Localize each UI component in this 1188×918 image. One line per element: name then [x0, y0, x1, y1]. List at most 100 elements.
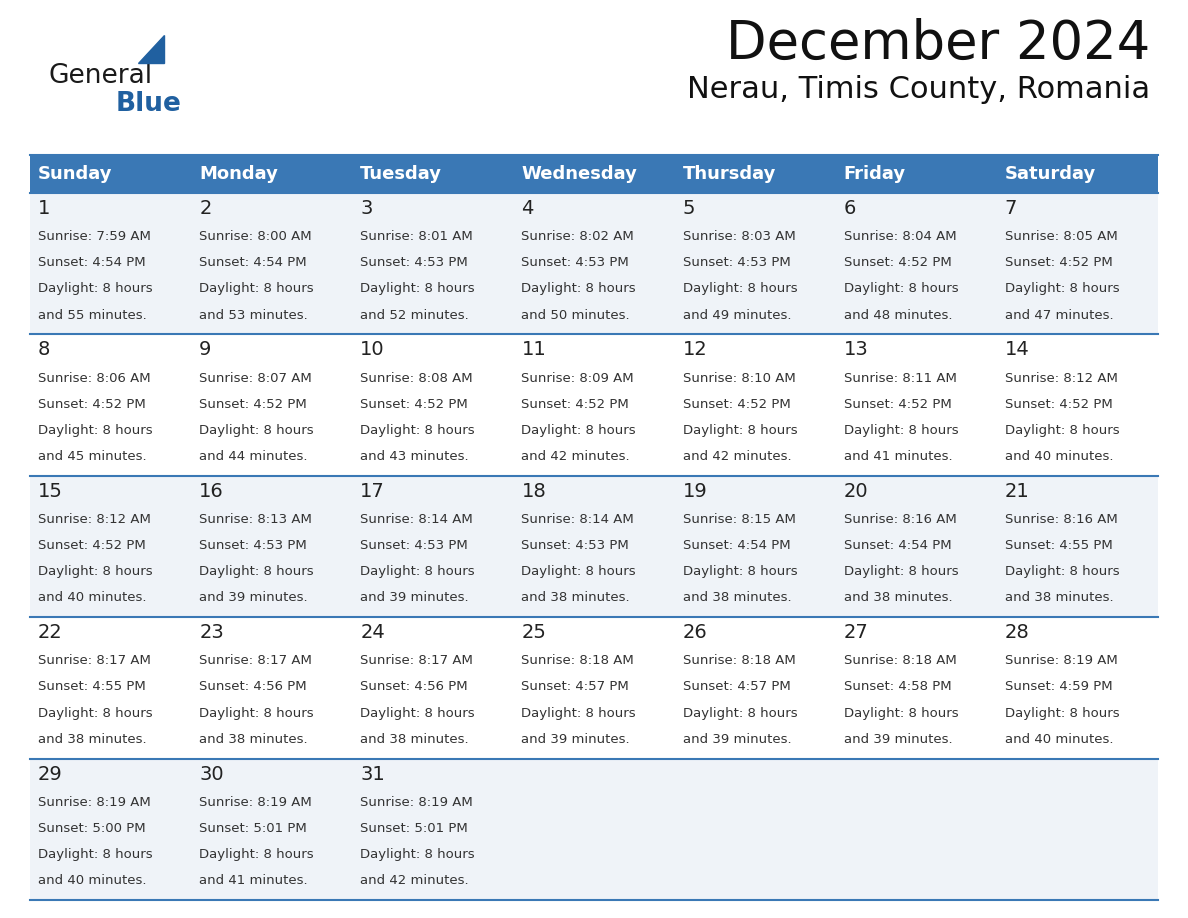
Text: and 53 minutes.: and 53 minutes. [200, 308, 308, 321]
Text: Sunset: 4:53 PM: Sunset: 4:53 PM [360, 256, 468, 269]
Text: Sunrise: 8:19 AM: Sunrise: 8:19 AM [200, 796, 312, 809]
Text: Sunset: 4:53 PM: Sunset: 4:53 PM [683, 256, 790, 269]
Text: Daylight: 8 hours: Daylight: 8 hours [522, 707, 636, 720]
Text: Sunrise: 8:07 AM: Sunrise: 8:07 AM [200, 372, 312, 385]
Text: Sunrise: 7:59 AM: Sunrise: 7:59 AM [38, 230, 151, 243]
Text: Sunrise: 8:18 AM: Sunrise: 8:18 AM [522, 655, 634, 667]
Polygon shape [138, 35, 164, 63]
Text: Sunset: 4:55 PM: Sunset: 4:55 PM [1005, 539, 1113, 552]
Text: Sunset: 4:55 PM: Sunset: 4:55 PM [38, 680, 146, 693]
Text: Daylight: 8 hours: Daylight: 8 hours [843, 565, 959, 578]
Text: Sunrise: 8:09 AM: Sunrise: 8:09 AM [522, 372, 634, 385]
Text: Daylight: 8 hours: Daylight: 8 hours [200, 565, 314, 578]
FancyBboxPatch shape [30, 617, 1158, 758]
Text: Daylight: 8 hours: Daylight: 8 hours [683, 707, 797, 720]
Text: and 40 minutes.: and 40 minutes. [1005, 450, 1113, 463]
Text: 20: 20 [843, 482, 868, 501]
Text: Daylight: 8 hours: Daylight: 8 hours [843, 424, 959, 437]
Text: Sunrise: 8:04 AM: Sunrise: 8:04 AM [843, 230, 956, 243]
Text: 5: 5 [683, 199, 695, 218]
Text: and 40 minutes.: and 40 minutes. [1005, 733, 1113, 745]
Text: Sunset: 4:59 PM: Sunset: 4:59 PM [1005, 680, 1112, 693]
Text: Sunset: 4:54 PM: Sunset: 4:54 PM [683, 539, 790, 552]
Text: Sunrise: 8:18 AM: Sunrise: 8:18 AM [843, 655, 956, 667]
Text: 2: 2 [200, 199, 211, 218]
Text: General: General [48, 63, 152, 89]
FancyBboxPatch shape [30, 155, 1158, 193]
Text: Sunrise: 8:00 AM: Sunrise: 8:00 AM [200, 230, 311, 243]
Text: Sunset: 4:54 PM: Sunset: 4:54 PM [200, 256, 307, 269]
Text: Sunrise: 8:15 AM: Sunrise: 8:15 AM [683, 513, 796, 526]
Text: and 41 minutes.: and 41 minutes. [843, 450, 953, 463]
Text: and 39 minutes.: and 39 minutes. [843, 733, 953, 745]
Text: and 39 minutes.: and 39 minutes. [522, 733, 630, 745]
Text: and 48 minutes.: and 48 minutes. [843, 308, 953, 321]
Text: Sunset: 4:52 PM: Sunset: 4:52 PM [360, 397, 468, 410]
Text: Wednesday: Wednesday [522, 165, 637, 183]
Text: Sunset: 4:56 PM: Sunset: 4:56 PM [360, 680, 468, 693]
Text: 19: 19 [683, 482, 707, 501]
Text: Sunset: 5:00 PM: Sunset: 5:00 PM [38, 822, 146, 834]
Text: Sunrise: 8:05 AM: Sunrise: 8:05 AM [1005, 230, 1118, 243]
Text: 30: 30 [200, 765, 223, 784]
Text: Sunrise: 8:16 AM: Sunrise: 8:16 AM [1005, 513, 1118, 526]
Text: 23: 23 [200, 623, 223, 643]
Text: and 55 minutes.: and 55 minutes. [38, 308, 147, 321]
Text: and 38 minutes.: and 38 minutes. [1005, 591, 1113, 604]
Text: 31: 31 [360, 765, 385, 784]
Text: Daylight: 8 hours: Daylight: 8 hours [843, 707, 959, 720]
Text: and 39 minutes.: and 39 minutes. [683, 733, 791, 745]
Text: 1: 1 [38, 199, 50, 218]
Text: 21: 21 [1005, 482, 1030, 501]
Text: Daylight: 8 hours: Daylight: 8 hours [200, 424, 314, 437]
Text: Sunset: 4:53 PM: Sunset: 4:53 PM [200, 539, 307, 552]
Text: Sunset: 4:52 PM: Sunset: 4:52 PM [522, 397, 630, 410]
Text: Monday: Monday [200, 165, 278, 183]
Text: Daylight: 8 hours: Daylight: 8 hours [38, 424, 152, 437]
Text: 18: 18 [522, 482, 546, 501]
Text: Daylight: 8 hours: Daylight: 8 hours [360, 283, 475, 296]
Text: and 39 minutes.: and 39 minutes. [360, 591, 469, 604]
Text: and 41 minutes.: and 41 minutes. [200, 874, 308, 887]
Text: Daylight: 8 hours: Daylight: 8 hours [522, 565, 636, 578]
Text: and 43 minutes.: and 43 minutes. [360, 450, 469, 463]
Text: Daylight: 8 hours: Daylight: 8 hours [38, 283, 152, 296]
Text: Sunrise: 8:14 AM: Sunrise: 8:14 AM [360, 513, 473, 526]
Text: and 38 minutes.: and 38 minutes. [843, 591, 953, 604]
Text: Sunrise: 8:18 AM: Sunrise: 8:18 AM [683, 655, 795, 667]
Text: 7: 7 [1005, 199, 1017, 218]
Text: Sunset: 4:52 PM: Sunset: 4:52 PM [38, 397, 146, 410]
Text: 16: 16 [200, 482, 223, 501]
Text: Daylight: 8 hours: Daylight: 8 hours [200, 707, 314, 720]
Text: Daylight: 8 hours: Daylight: 8 hours [522, 424, 636, 437]
Text: 11: 11 [522, 341, 546, 360]
Text: Blue: Blue [116, 91, 182, 117]
Text: Sunset: 4:52 PM: Sunset: 4:52 PM [843, 397, 952, 410]
Text: Sunset: 4:58 PM: Sunset: 4:58 PM [843, 680, 952, 693]
Text: Daylight: 8 hours: Daylight: 8 hours [38, 707, 152, 720]
Text: 25: 25 [522, 623, 546, 643]
Text: and 47 minutes.: and 47 minutes. [1005, 308, 1113, 321]
Text: and 42 minutes.: and 42 minutes. [683, 450, 791, 463]
Text: Sunset: 5:01 PM: Sunset: 5:01 PM [200, 822, 307, 834]
Text: Sunrise: 8:12 AM: Sunrise: 8:12 AM [38, 513, 151, 526]
Text: Sunrise: 8:11 AM: Sunrise: 8:11 AM [843, 372, 956, 385]
Text: Tuesday: Tuesday [360, 165, 442, 183]
FancyBboxPatch shape [30, 476, 1158, 617]
Text: and 45 minutes.: and 45 minutes. [38, 450, 146, 463]
Text: Sunrise: 8:01 AM: Sunrise: 8:01 AM [360, 230, 473, 243]
Text: Daylight: 8 hours: Daylight: 8 hours [1005, 565, 1119, 578]
Text: 3: 3 [360, 199, 373, 218]
Text: Sunset: 4:52 PM: Sunset: 4:52 PM [1005, 256, 1113, 269]
Text: Daylight: 8 hours: Daylight: 8 hours [360, 848, 475, 861]
Text: Sunrise: 8:06 AM: Sunrise: 8:06 AM [38, 372, 151, 385]
Text: Sunrise: 8:03 AM: Sunrise: 8:03 AM [683, 230, 795, 243]
Text: Daylight: 8 hours: Daylight: 8 hours [683, 565, 797, 578]
Text: 13: 13 [843, 341, 868, 360]
Text: Daylight: 8 hours: Daylight: 8 hours [522, 283, 636, 296]
Text: 14: 14 [1005, 341, 1030, 360]
Text: Sunset: 4:52 PM: Sunset: 4:52 PM [843, 256, 952, 269]
Text: Daylight: 8 hours: Daylight: 8 hours [1005, 283, 1119, 296]
Text: and 42 minutes.: and 42 minutes. [522, 450, 630, 463]
Text: Daylight: 8 hours: Daylight: 8 hours [1005, 424, 1119, 437]
